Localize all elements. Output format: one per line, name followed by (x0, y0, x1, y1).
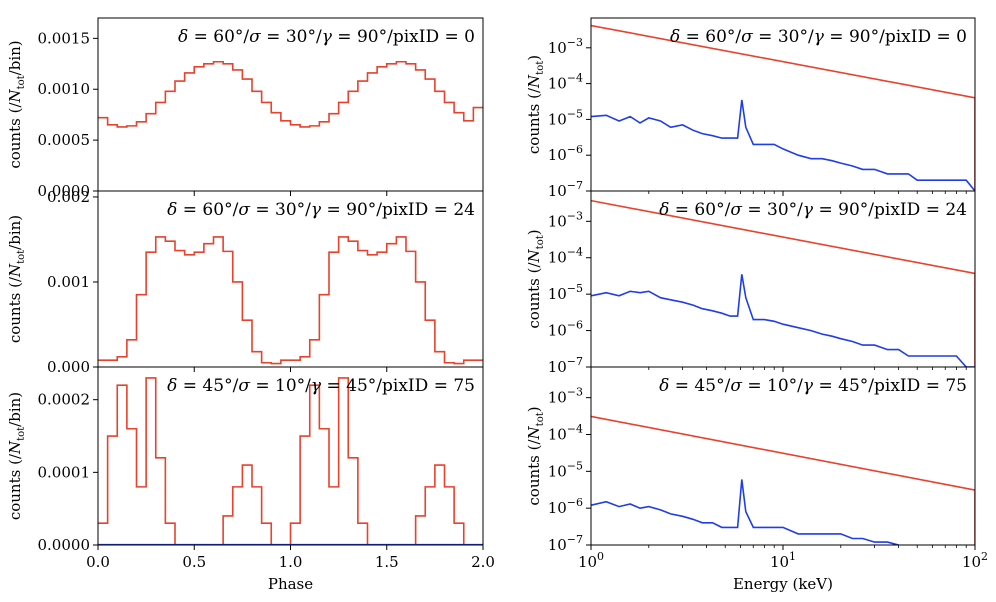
spectrum-1-ytick-label: 10−5 (548, 107, 583, 128)
light-curve-1-ylabel: counts (/Ntot/bin) (6, 40, 27, 168)
spectrum-1-ytick-label: 10−3 (548, 36, 583, 57)
spectrum-2-ytick-label: 10−6 (548, 319, 583, 340)
spectrum-3-ytick-label: 10−6 (548, 496, 583, 517)
light-curve-3-xtick-label: 1.5 (375, 553, 399, 571)
spectrum-3-series-2 (591, 479, 899, 545)
light-curve-3-ytick-label: 0.0001 (38, 463, 91, 481)
light-curve-1: 0.0000 0.0005 0.0010 0.0015 δ = 60°/σ = 30°/… (6, 17, 484, 200)
light-curve-1-ytick-label: 0.0015 (38, 29, 91, 47)
spectrum-2-ytick-label: 10−5 (548, 282, 583, 303)
spectrum-3-ylabel: counts (/Ntot) (525, 406, 546, 505)
light-curve-1-ytick-label: 0.0000 (38, 182, 91, 200)
spectrum-1-series-1 (591, 24, 975, 191)
light-curve-3-xlabel: Phase (268, 575, 313, 593)
spectrum-1-ytick-label: 10−6 (548, 143, 583, 164)
light-curve-3: 0.0000 0.0001 0.0002 0.0 0.5 1.0 1.5 2.0 δ = 45°… (6, 366, 495, 593)
spectrum-2: 10−7 10−6 10−5 10−4 10−3 δ = 60°/σ = 30°/γ = … (525, 190, 976, 376)
light-curve-2-ylabel: counts (/Ntot/bin) (6, 215, 27, 343)
light-curve-3-xtick-label: 0.0 (86, 553, 110, 571)
spectrum-3-xlabel: Energy (keV) (733, 575, 833, 593)
spectrum-2-ytick-label: 10−7 (548, 355, 583, 376)
spectrum-2-series-2 (591, 274, 975, 367)
light-curve-1-series-1 (98, 60, 483, 128)
spectrum-3-ytick-label: 10−4 (548, 422, 583, 443)
spectrum-3-xtick-label: 102 (962, 550, 988, 571)
spectrum-1-title: δ = 60°/σ = 30°/γ = 90°/pixID = 0 (670, 27, 967, 47)
light-curve-3-xtick-label: 2.0 (471, 553, 495, 571)
light-curve-3-xtick-label: 0.5 (182, 553, 206, 571)
spectrum-3-ytick-label: 10−5 (548, 459, 583, 480)
spectrum-3-xtick-label: 100 (578, 550, 604, 571)
spectrum-1-ytick-label: 10−7 (548, 179, 583, 200)
spectrum-3-ytick-label: 10−7 (548, 533, 583, 554)
light-curve-3-ytick-label: 0.0000 (38, 536, 91, 554)
light-curve-2: 0.000 0.001 0.002 δ = 60°/σ = 30°/γ = 90°/p… (6, 188, 484, 376)
light-curve-2-ytick-label: 0.000 (47, 358, 90, 376)
light-curve-2-ytick-label: 0.001 (47, 273, 90, 291)
spectrum-1-ylabel: counts (/Ntot) (525, 55, 546, 154)
light-curve-1-ytick-label: 0.0005 (38, 131, 91, 149)
light-curve-2-title: δ = 60°/σ = 30°/γ = 90°/pixID = 24 (167, 200, 475, 220)
spectrum-1-ytick-label: 10−4 (548, 72, 583, 93)
spectrum-2-ytick-label: 10−3 (548, 209, 583, 230)
spectrum-3-title: δ = 45°/σ = 10°/γ = 45°/pixID = 75 (659, 376, 967, 396)
light-curve-3-title: δ = 45°/σ = 10°/γ = 45°/pixID = 75 (167, 376, 475, 396)
spectrum-2-ytick-label: 10−4 (548, 246, 583, 267)
spectrum-2-ylabel: counts (/Ntot) (525, 229, 546, 328)
spectrum-3-xtick-label: 101 (770, 550, 796, 571)
light-curve-1-ytick-label: 0.0010 (38, 80, 91, 98)
spectrum-3-ytick-label: 10−3 (548, 386, 583, 407)
light-curve-2-ytick-label: 0.002 (47, 188, 90, 206)
light-curve-3-xtick-label: 1.0 (279, 553, 303, 571)
light-curve-1-title: δ = 60°/σ = 30°/γ = 90°/pixID = 0 (178, 27, 475, 47)
spectrum-3-series-1 (591, 415, 975, 545)
light-curve-3-ylabel: counts (/Ntot/bin) (6, 392, 27, 520)
spectrum-1: 10−7 10−6 10−5 10−4 10−3 δ = 60°/σ = 30°/γ = … (525, 17, 976, 200)
spectrum-1-series-2 (591, 99, 975, 191)
spectrum-3: 10−7 10−6 10−5 10−4 10−3 100 101 102 δ = 45°/σ =… (525, 366, 988, 593)
light-curve-3-ytick-label: 0.0002 (38, 391, 91, 409)
spectrum-2-series-1 (591, 199, 975, 367)
light-curve-2-series-1 (98, 236, 483, 365)
light-curve-3-series-1 (98, 377, 483, 545)
spectrum-2-title: δ = 60°/σ = 30°/γ = 90°/pixID = 24 (659, 200, 967, 220)
